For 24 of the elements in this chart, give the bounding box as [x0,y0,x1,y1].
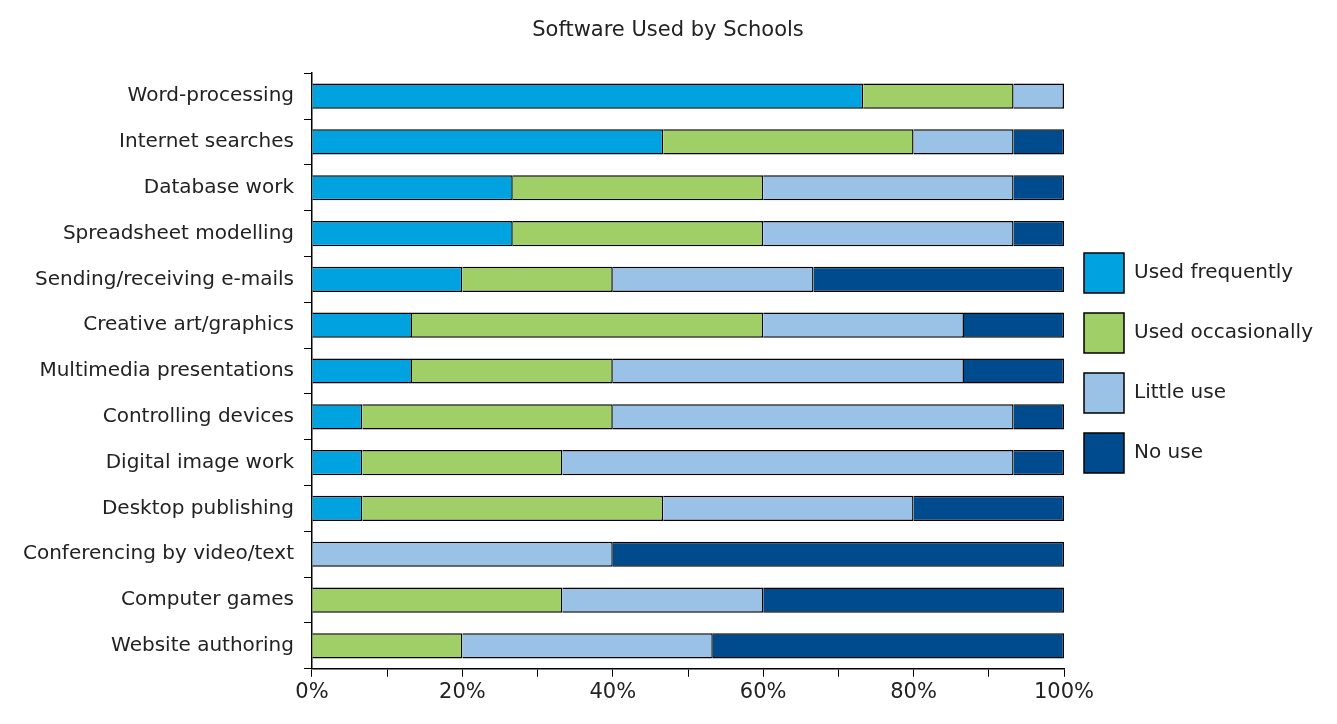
x-tick-label: 100% [1033,678,1095,703]
y-tick-label: Sending/receiving e-mails [35,265,294,290]
x-tick-label: 60% [739,678,787,703]
y-tick-label: Controlling devices [102,403,294,428]
y-tick-label: Computer games [121,586,294,611]
x-tick-label: 40% [589,678,637,703]
y-tick-label: Desktop publishing [101,494,294,519]
chart-title: Software Used by Schools [532,17,804,42]
y-tick-label: Spreadsheet modelling [62,219,294,244]
y-tick-label: Internet searches [119,128,294,153]
y-tick-label: Database work [143,173,295,198]
x-tick-label: 80% [890,678,937,703]
y-tick-label: Creative art/graphics [83,311,294,336]
y-tick-label: Website authoring [111,632,294,657]
legend-label: Little use [1134,379,1227,404]
x-tick-label: 20% [439,678,486,703]
x-tick-label: 0% [295,678,329,703]
y-tick-label: Conferencing by video/text [23,540,295,565]
legend-label: Used occasionally [1134,319,1314,344]
legend-label: Used frequently [1134,259,1294,284]
y-tick-label: Word-processing [127,82,294,107]
legend-label: No use [1134,439,1203,464]
y-tick-label: Multimedia presentations [39,357,294,382]
y-tick-label: Digital image work [105,448,295,473]
